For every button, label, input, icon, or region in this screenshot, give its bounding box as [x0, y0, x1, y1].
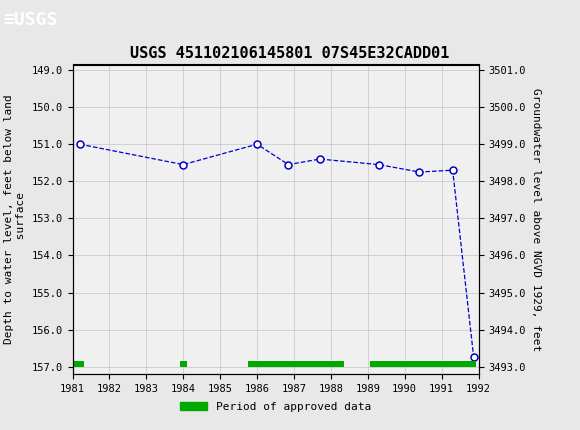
Y-axis label: Groundwater level above NGVD 1929, feet: Groundwater level above NGVD 1929, feet [531, 88, 541, 351]
Y-axis label: Depth to water level, feet below land
 surface: Depth to water level, feet below land su… [5, 95, 26, 344]
Text: USGS 451102106145801 07S45E32CADD01: USGS 451102106145801 07S45E32CADD01 [130, 46, 450, 61]
Text: ≡USGS: ≡USGS [3, 12, 57, 29]
Legend: Period of approved data: Period of approved data [175, 398, 376, 417]
